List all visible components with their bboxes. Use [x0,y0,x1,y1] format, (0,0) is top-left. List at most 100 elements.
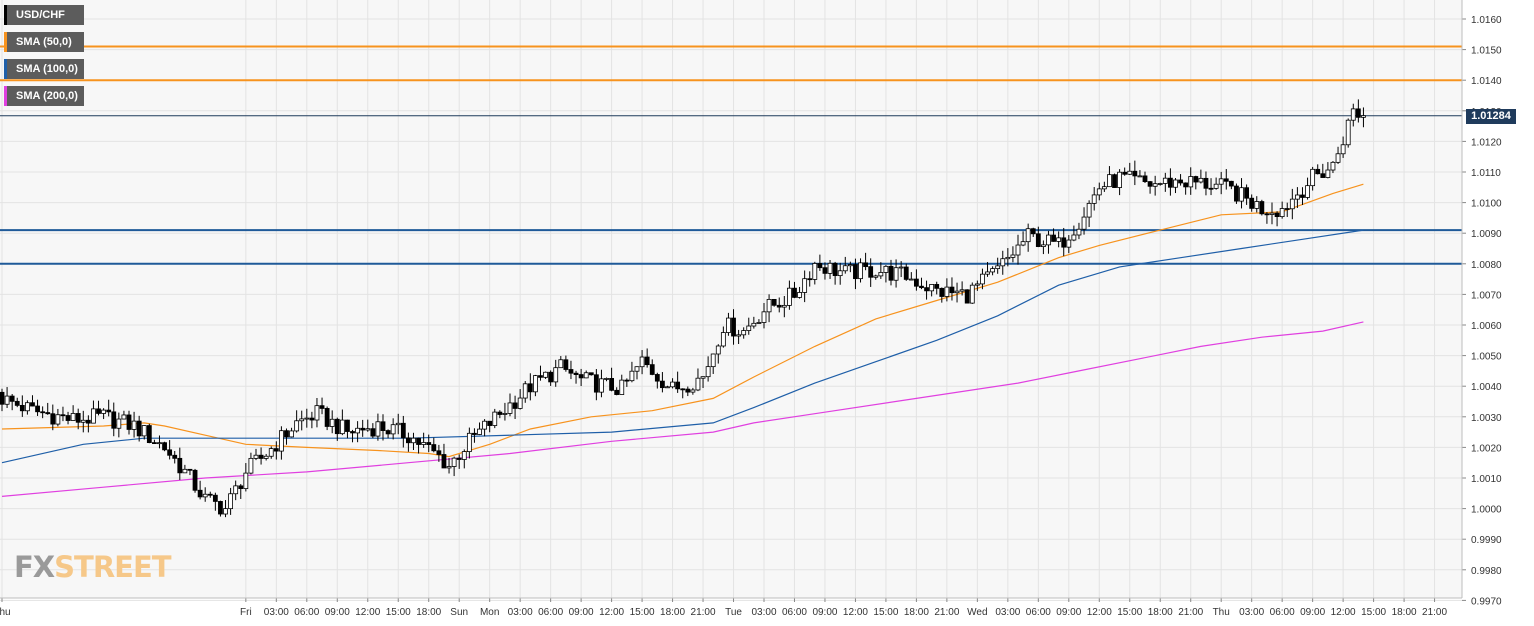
candle-bear [96,408,101,414]
x-tick-label: 21:00 [1178,607,1203,618]
candle-bull [1086,202,1092,218]
candle-bear [324,408,330,427]
candle-bull [1173,179,1178,188]
candle-bull [482,420,488,430]
candle-bear [345,419,350,432]
candle-bull [842,265,848,272]
candle-bull [974,283,980,286]
candle-bear [85,419,91,424]
candle-bull [1091,194,1097,204]
candle-bull [802,278,808,293]
candle-bull [969,284,975,304]
candle-bull [781,304,787,308]
y-tick-label: 1.0060 [1471,321,1502,332]
y-tick-label: 1.0100 [1471,199,1502,210]
candle-bear [146,425,152,444]
candle-bull [812,263,818,280]
candle-bull [1046,234,1051,246]
legend-item-sma-50[interactable]: SMA (50,0) [4,32,84,52]
candle-bull [695,377,701,391]
candle-bear [151,442,157,445]
y-tick-label: 1.0040 [1471,382,1502,393]
x-tick-label: 21:00 [1422,607,1447,618]
x-tick-label: 15:00 [386,607,411,618]
candle-bear [350,431,355,434]
candle-bull [314,405,320,421]
candle-bull [1066,239,1072,248]
fxstreet-logo: FXSTREET [14,550,172,584]
candle-bull [533,375,538,393]
x-tick-label: 03:00 [995,607,1020,618]
x-tick-label: 03:00 [508,607,533,618]
candle-bull [1269,212,1275,215]
x-tick-label: 06:00 [1270,607,1295,618]
legend-item-sma-200[interactable]: SMA (200,0) [4,86,84,106]
x-tick-label: 15:00 [1361,607,1386,618]
candle-bull [929,284,935,292]
candle-bull [4,395,10,405]
candle-bear [527,383,533,393]
candle-bear [939,287,945,297]
legend-swatch [4,5,7,25]
x-tick-label: 12:00 [599,607,624,618]
legend-item-usdchf[interactable]: USD/CHF [4,5,84,25]
y-tick-label: 1.0080 [1471,260,1502,271]
candle-bull [883,265,889,273]
candle-bear [426,442,432,445]
candle-bull [253,454,259,459]
candle-bull [1254,201,1260,209]
candle-bull [751,322,757,327]
x-tick-label: 18:00 [660,607,685,618]
candle-bear [197,489,203,498]
candle-bear [218,501,223,515]
candle-bear [649,364,655,375]
candle-bear [1122,171,1128,175]
sma-100-line [1,229,1364,464]
candle-bull [157,442,162,445]
candle-bull [517,397,523,409]
x-tick-label: 03:00 [1239,607,1264,618]
candle-bull [1071,234,1077,241]
x-tick-label: Thu [0,607,11,618]
candle-bear [680,388,686,391]
candle-bull [131,420,137,430]
candle-bull [1213,183,1219,189]
candle-bear [807,278,813,281]
candle-bull [141,425,147,437]
candle-bull [1152,183,1158,187]
candle-bear [1035,233,1041,247]
candle-bear [207,493,213,496]
candle-bear [1208,187,1214,190]
candle-bull [553,367,559,383]
candle-bull [1107,174,1112,188]
candle-bear [903,266,909,280]
legend-label: SMA (100,0) [16,63,78,75]
candle-bear [1142,175,1148,183]
candle-bear [588,372,594,376]
candle-bull [1127,170,1133,175]
candle-bear [1264,213,1270,216]
x-tick-label: 09:00 [1056,607,1081,618]
candle-bear [1168,177,1173,188]
candle-bull [24,402,30,412]
x-tick-label: 21:00 [691,607,716,618]
candle-bear [416,437,421,445]
y-tick-label: 1.0020 [1471,443,1502,454]
candle-bear [578,374,584,379]
x-tick-label: 18:00 [904,607,929,618]
candle-bear [1315,168,1321,175]
candle-bull [604,378,609,380]
candle-bear [431,444,437,452]
x-tick-label: Fri [240,607,252,618]
candle-bear [497,411,503,415]
candle-bull [1345,119,1351,146]
candle-bull [80,419,86,423]
candle-bull [761,311,767,323]
candle-bull [837,270,843,277]
candle-bull [797,292,802,298]
legend-item-sma-100[interactable]: SMA (100,0) [4,59,84,79]
candle-bull [944,286,950,297]
y-tick-label: 0.9980 [1471,566,1502,577]
horizontal-levels [0,45,1462,265]
candle-bear [187,468,193,471]
